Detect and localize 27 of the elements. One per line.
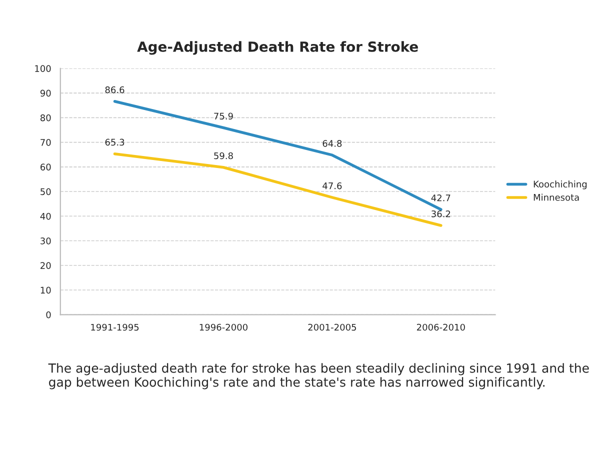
y-tick-label: 70 [40,139,51,146]
y-tick-label: 60 [40,164,51,170]
data-label: 42.7 [431,194,450,202]
chart-title: Age-Adjusted Death Rate for Stroke [137,41,418,55]
legend-label: Koochiching [534,180,587,190]
legend-label: Minnesota [534,194,579,201]
y-tick-label: 0 [46,311,51,318]
y-tick-label: 40 [40,212,51,220]
x-tick-label: 2006-2010 [416,324,465,331]
data-label: 64.8 [322,140,342,147]
data-label: 75.9 [214,112,233,120]
y-tick-label: 30 [40,238,51,244]
y-tick-label: 80 [40,114,51,122]
y-tick-label: 100 [35,65,51,72]
x-tick-label: 2001-2005 [308,324,356,331]
data-label: 47.6 [322,182,342,190]
x-tick-label: 1991-1995 [91,324,139,331]
y-tick-label: 50 [40,188,51,196]
x-tick-label: 1996-2000 [200,324,248,331]
text: The age-adjusted death rate for stroke has been steadily declining since 1991 and the gap between Koochiching's rate and the state's rate has narrowed significantly. [48,363,589,390]
y-tick-label: 10 [40,286,51,294]
y-tick-label: 90 [40,90,51,97]
data-label: 65.3 [105,138,124,146]
data-label: 36.2 [432,210,450,218]
data-label: 86.6 [105,86,124,94]
y-tick-label: 20 [40,262,51,269]
data-label: 59.8 [214,152,233,160]
